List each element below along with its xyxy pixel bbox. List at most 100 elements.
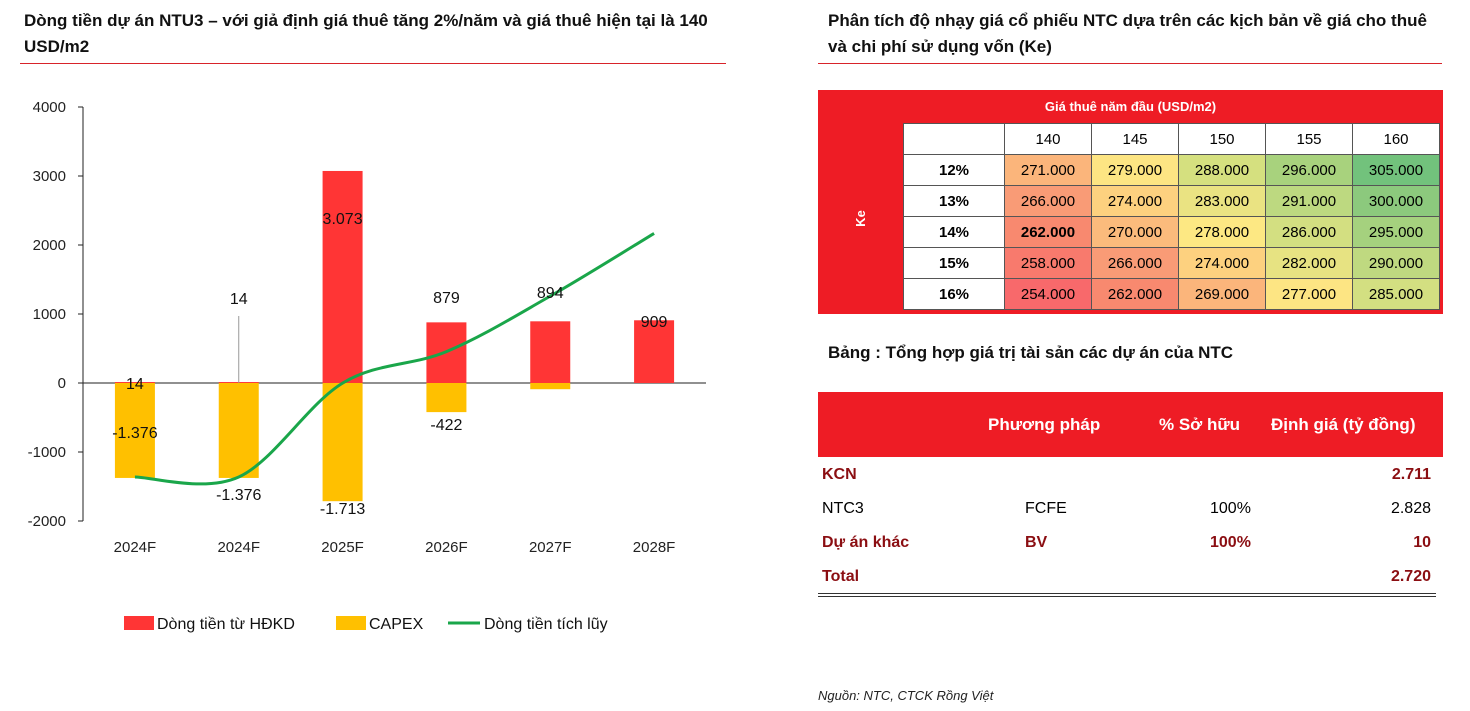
- y-tick-label: 4000: [33, 99, 66, 116]
- header-method: Phương pháp: [988, 415, 1101, 434]
- bar-capex: [530, 383, 571, 390]
- summary-ownership: 100%: [1210, 500, 1251, 517]
- sensitivity-cell: 262.000: [1091, 278, 1179, 310]
- legend-label-cumulative: Dòng tiền tích lũy: [484, 616, 608, 633]
- sensitivity-row: 14% 262.000 270.000 278.000 286.000 295.000: [903, 216, 1440, 248]
- sensitivity-cell: 291.000: [1265, 185, 1353, 217]
- source-note: Nguồn: NTC, CTCK Rồng Việt: [818, 688, 994, 703]
- sensitivity-cell: 254.000: [1004, 278, 1092, 310]
- chart-line: [134, 232, 655, 486]
- sensitivity-cell: 296.000: [1265, 154, 1353, 186]
- data-label-capex: -1.376: [112, 425, 157, 442]
- x-tick-label: 2024F: [217, 539, 260, 556]
- sensitivity-cell: 290.000: [1352, 247, 1440, 279]
- sensitivity-cell: 258.000: [1004, 247, 1092, 279]
- summary-title: Bảng : Tổng hợp giá trị tài sản các dự á…: [828, 343, 1234, 362]
- bar-capex: [426, 383, 467, 413]
- summary-name: KCN: [822, 466, 857, 483]
- rent-column-header: 150: [1178, 123, 1266, 155]
- cashflow-chart: 4000 3000 2000 1000 0 -1000 -2000 2024F 2024F 202…: [28, 99, 706, 633]
- data-label-operating: 14: [126, 376, 144, 393]
- summary-method: FCFE: [1025, 500, 1067, 517]
- title-divider-right: [818, 63, 1442, 64]
- sensitivity-cell: 278.000: [1178, 216, 1266, 248]
- x-tick-label: 2027F: [529, 539, 572, 556]
- rent-column-header: 160: [1352, 123, 1440, 155]
- chart-labels: 14 14 3.073 879 894 909 -1.376 -1.376 -1.713 -422: [112, 211, 667, 518]
- ke-row-header: 14%: [903, 216, 1005, 248]
- data-label-operating: 879: [433, 290, 460, 307]
- rent-column-header: 155: [1265, 123, 1353, 155]
- bar-operating-cashflow: [114, 382, 155, 383]
- ke-row-header: 15%: [903, 247, 1005, 279]
- bar-capex: [114, 383, 155, 478]
- summary-value: 2.711: [1391, 466, 1431, 483]
- sensitivity-cell: 295.000: [1352, 216, 1440, 248]
- y-tick-label: -2000: [28, 513, 66, 530]
- bar-operating-cashflow: [634, 320, 675, 383]
- sensitivity-cell: 270.000: [1091, 216, 1179, 248]
- summary-header: Phương pháp % Sở hữu Định giá (tỷ đồng): [818, 392, 1443, 457]
- y-tick-label: 1000: [33, 306, 66, 323]
- summary-row: NTC3 FCFE 100% 2.828: [818, 492, 1443, 526]
- sensitivity-cell: 269.000: [1178, 278, 1266, 310]
- legend-swatch-capex: [336, 616, 366, 630]
- sensitivity-cell: 288.000: [1178, 154, 1266, 186]
- legend-label-capex: CAPEX: [369, 616, 424, 633]
- summary-row: KCN 2.711: [818, 458, 1443, 492]
- summary-value: 10: [1413, 534, 1431, 551]
- header-ownership: % Sở hữu: [1159, 415, 1241, 434]
- data-label-capex: -422: [430, 417, 462, 434]
- x-tick-label: 2028F: [633, 539, 676, 556]
- summary-bottom-line-2: [818, 596, 1436, 597]
- sensitivity-cell: 305.000: [1352, 154, 1440, 186]
- title-divider: [20, 63, 726, 64]
- sensitivity-cell: 300.000: [1352, 185, 1440, 217]
- sensitivity-row: 15% 258.000 266.000 274.000 282.000 290.000: [903, 247, 1440, 279]
- sensitivity-cell: 279.000: [1091, 154, 1179, 186]
- ke-row-header: 13%: [903, 185, 1005, 217]
- ke-row-header: 16%: [903, 278, 1005, 310]
- bar-operating-cashflow: [530, 321, 571, 383]
- y-tick-label: 3000: [33, 168, 66, 185]
- sensitivity-grid: 140 145 150 155 160 12% 271.000 279.000 288.000 2…: [903, 123, 1440, 310]
- y-tick-label: -1000: [28, 444, 66, 461]
- sensitivity-row: 13% 266.000 274.000 283.000 291.000 300.000: [903, 185, 1440, 217]
- y-tick-label: 2000: [33, 237, 66, 254]
- sensitivity-cell: 282.000: [1265, 247, 1353, 279]
- x-tick-label: 2026F: [425, 539, 468, 556]
- summary-name: NTC3: [822, 500, 864, 517]
- summary-row: Total 2.720: [818, 560, 1443, 594]
- data-label-operating: 3.073: [323, 211, 363, 228]
- chart-bars: [114, 170, 675, 502]
- sensitivity-cell: 274.000: [1178, 247, 1266, 279]
- data-label-operating: 894: [537, 285, 564, 302]
- legend-swatch-operating: [124, 616, 154, 630]
- summary-name: Total: [822, 568, 860, 585]
- chart-axes: 4000 3000 2000 1000 0 -1000 -2000 2024F 2024F 202…: [28, 99, 706, 556]
- sensitivity-cell: 271.000: [1004, 154, 1092, 186]
- header-valuation: Định giá (tỷ đồng): [1271, 415, 1416, 434]
- sensitivity-cell: 274.000: [1091, 185, 1179, 217]
- bar-capex: [322, 383, 363, 502]
- grid-corner: [903, 123, 1005, 155]
- y-tick-label: 0: [58, 375, 66, 392]
- summary-method: BV: [1025, 534, 1048, 551]
- sensitivity-header: Giá thuê năm đầu (USD/m2): [1044, 99, 1217, 114]
- data-label-operating: 14: [230, 291, 248, 308]
- sensitivity-cell: 266.000: [1004, 185, 1092, 217]
- sensitivity-cell: 285.000: [1352, 278, 1440, 310]
- ke-row-header: 12%: [903, 154, 1005, 186]
- ke-axis-label: Ke: [853, 210, 868, 227]
- summary-value: 2.828: [1390, 500, 1431, 517]
- data-label-operating: 909: [641, 314, 668, 331]
- sensitivity-title: Phân tích độ nhạy giá cổ phiếu NTC dựa t…: [828, 11, 1427, 56]
- sensitivity-cell: 277.000: [1265, 278, 1353, 310]
- rent-column-header: 145: [1091, 123, 1179, 155]
- summary-row: Dự án khác BV 100% 10: [818, 526, 1443, 560]
- bar-operating-cashflow: [322, 170, 363, 383]
- data-label-capex: -1.376: [216, 487, 261, 504]
- sensitivity-cell: 283.000: [1178, 185, 1266, 217]
- chart-title: Dòng tiền dự án NTU3 – với giả định giá …: [24, 11, 708, 56]
- sensitivity-row: 12% 271.000 279.000 288.000 296.000 305.000: [903, 154, 1440, 186]
